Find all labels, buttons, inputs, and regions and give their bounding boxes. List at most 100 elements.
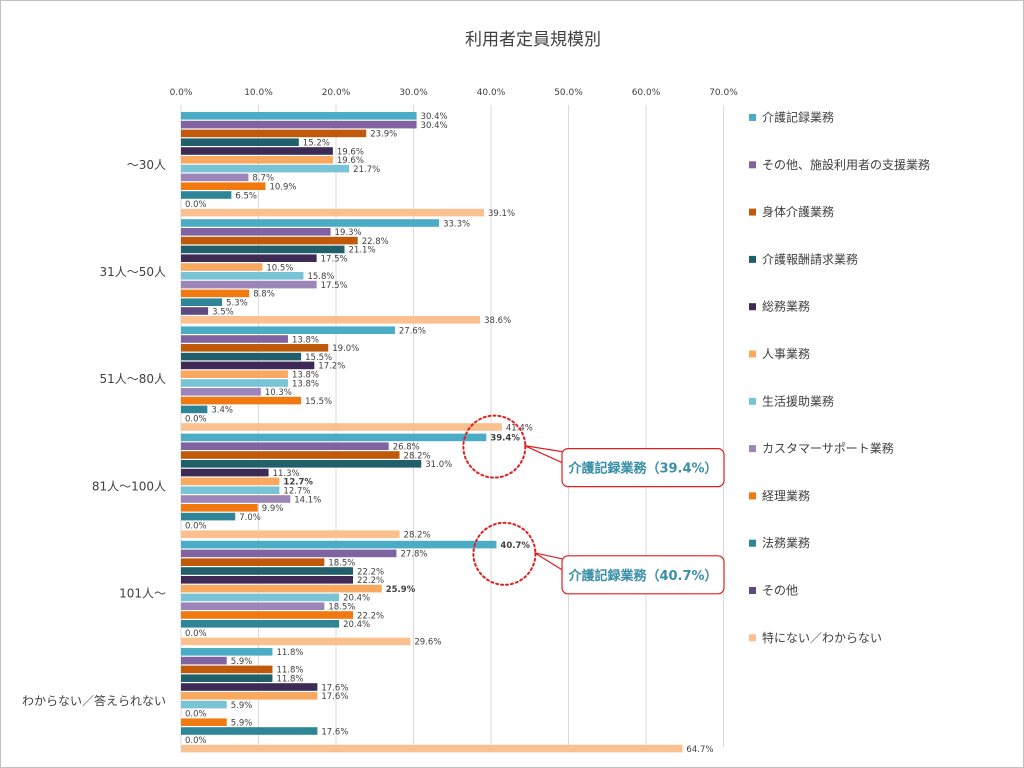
data-label: 22.2% [357,576,384,586]
bar [181,718,227,726]
bar [181,263,263,271]
data-label: 19.3% [335,228,362,238]
bar [181,173,249,182]
x-tick-label: 60.0% [632,88,661,98]
x-tick-label: 30.0% [399,88,428,98]
data-label: 17.2% [318,362,345,372]
data-label: 39.1% [488,209,515,219]
bar [181,620,340,628]
bar [181,164,350,173]
bar [181,727,318,735]
bar [181,228,331,236]
category-label: 101人～ [119,587,166,601]
data-label: 22.8% [362,237,389,247]
bar [181,486,280,494]
data-label: 19.6% [337,147,364,157]
data-label: 10.5% [266,263,293,273]
data-label: 17.6% [321,683,348,693]
data-label: 5.9% [231,657,253,667]
data-label: 20.4% [343,594,370,604]
bar [181,379,288,387]
data-label: 22.2% [357,611,384,621]
bar [181,361,315,370]
legend-label: 介護報酬請求業務 [762,251,858,266]
bar [181,593,340,602]
data-label: 26.8% [393,443,420,453]
bar [181,468,269,477]
legend-swatch [749,587,756,594]
legend: 介護記録業務その他、施設利用者の支援業務身体介護業務介護報酬請求業務総務業務人事… [749,110,930,645]
data-label: 19.0% [332,344,359,354]
bar [181,405,208,414]
bar [181,674,273,682]
data-label: 3.5% [212,307,234,317]
data-label: 23.9% [370,130,397,140]
legend-label: 特にない／わからない [762,630,882,645]
bar [181,191,232,199]
bar [181,744,683,753]
bar [181,344,329,352]
data-label: 0.0% [185,522,207,532]
bar [181,576,354,584]
category-label: 81人～100人 [92,479,166,493]
bar [181,567,354,575]
legend-swatch [749,634,756,642]
data-label: 27.6% [399,327,426,337]
data-label: 30.4% [421,121,448,131]
callout-pointer [534,552,563,571]
category-label: 51人～80人 [99,372,166,386]
bar [181,120,417,129]
bar [181,549,397,558]
bar [181,129,367,138]
bar [181,112,417,120]
bar [181,700,227,709]
data-label: 12.7% [283,478,313,488]
legend-label: その他 [762,584,798,598]
callout-pointer [524,445,563,464]
data-label: 10.3% [265,388,292,398]
legend-swatch [749,114,756,121]
bar [181,182,266,190]
data-label: 11.8% [276,666,303,676]
x-tick-label: 0.0% [170,88,193,98]
data-label: 7.0% [239,513,261,523]
category-label: 31人～50人 [99,265,166,279]
bar [181,558,325,566]
bar [181,451,400,459]
legend-label: 経理業務 [762,489,810,503]
legend-label: 生活援助業務 [762,394,834,408]
bar [181,433,487,442]
data-label: 6.5% [235,191,257,201]
data-label: 21.1% [349,246,376,256]
legend-label: カスタマーサポート業務 [762,442,894,456]
data-label: 14.1% [294,495,321,505]
data-label: 21.7% [353,165,380,175]
data-label: 15.2% [303,139,330,149]
data-label: 18.5% [328,603,355,613]
bar [181,289,250,298]
bar [181,504,258,512]
bar [181,692,318,700]
data-label: 17.6% [321,692,348,702]
bar [181,530,400,538]
bar [181,423,502,431]
bar [181,495,291,503]
bar [181,335,288,343]
data-label: 15.5% [305,397,332,407]
data-label: 10.9% [269,183,296,193]
legend-label: その他、施設利用者の支援業務 [762,157,930,172]
legend-swatch [749,445,756,453]
data-label: 5.9% [231,701,253,711]
bar [181,637,411,646]
data-label: 8.8% [253,290,275,300]
x-tick-label: 70.0% [709,88,738,98]
bar [181,236,358,245]
bar [181,656,227,665]
bar [181,326,395,334]
bar [181,208,485,217]
bar [181,307,209,315]
data-label: 64.7% [686,745,713,755]
data-label: 0.0% [185,415,207,425]
